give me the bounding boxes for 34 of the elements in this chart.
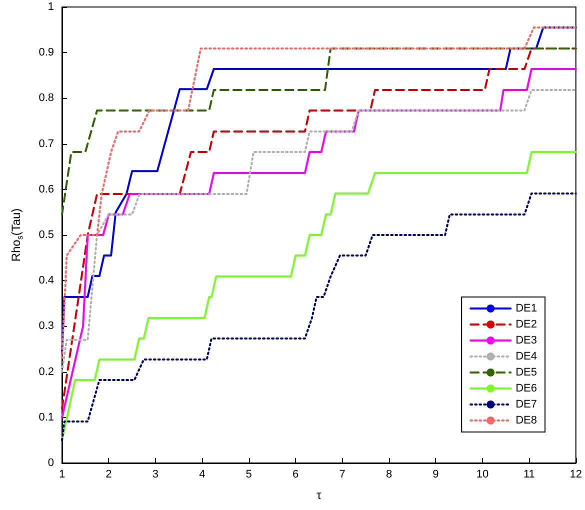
legend-label: DE3 — [516, 334, 538, 346]
x-tick-label: 4 — [199, 468, 206, 480]
y-tick-label: 0.4 — [38, 274, 54, 287]
x-tick-label: 3 — [152, 468, 158, 480]
legend-label: DE4 — [516, 350, 538, 362]
legend-label: DE1 — [516, 302, 538, 314]
x-tick-label: 6 — [292, 468, 299, 480]
y-tick-label: 0.9 — [38, 46, 54, 59]
x-tick-label: 12 — [570, 468, 582, 480]
y-tick-label: 0 — [48, 457, 54, 469]
legend-label: DE6 — [516, 382, 538, 394]
x-tick-label: 1 — [58, 468, 66, 480]
x-tick-label: 9 — [432, 468, 439, 480]
x-tick-label: 10 — [476, 468, 489, 480]
y-tick-label: 0.1 — [38, 411, 54, 424]
line-series — [61, 47, 577, 216]
y-tick-label: 1 — [48, 1, 54, 13]
legend-label: DE7 — [516, 398, 538, 410]
x-tick-label: 7 — [339, 468, 346, 480]
legend-label: DE8 — [516, 414, 538, 426]
legend-label: DE5 — [516, 366, 538, 378]
x-tick-label: 8 — [386, 468, 392, 480]
y-axis-title: Rhos(Tau) — [9, 208, 24, 262]
x-tick-label: 2 — [106, 468, 112, 480]
y-tick-label: 0.5 — [38, 229, 54, 241]
y-tick-label: 0.7 — [38, 138, 54, 150]
y-tick-label: 0.8 — [38, 92, 54, 104]
legend-label: DE2 — [516, 318, 538, 330]
x-axis-title: τ — [316, 488, 322, 502]
y-tick-label: 0.6 — [38, 183, 54, 196]
y-tick-label: 0.3 — [38, 320, 54, 332]
x-tick-label: 11 — [523, 468, 535, 480]
x-tick-label: 5 — [246, 468, 252, 480]
y-tick-label: 0.2 — [38, 366, 54, 378]
